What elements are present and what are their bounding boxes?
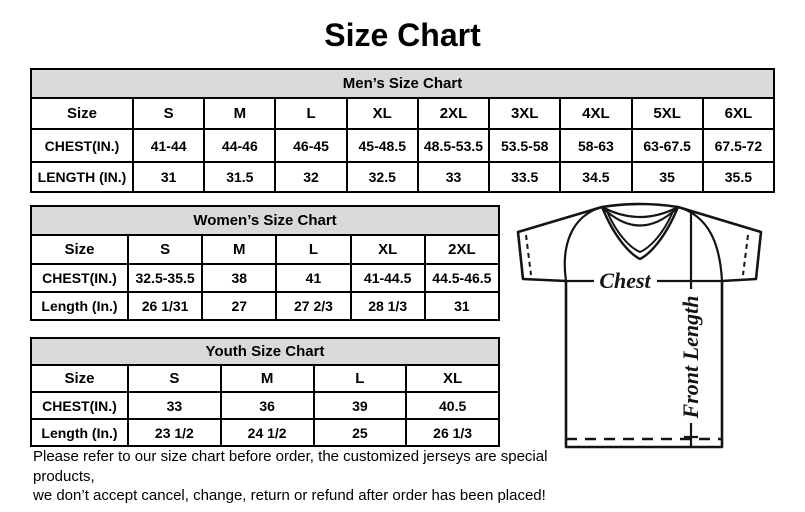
front-length-label: Front Length (678, 296, 703, 420)
size-cell: M (219, 364, 315, 393)
chest-cell: 44-46 (203, 128, 277, 163)
size-cell: M (201, 234, 278, 265)
chest-cell: 53.5-58 (488, 128, 562, 163)
table-row: Size S M L XL 2XL (30, 234, 501, 265)
page-title: Size Chart (324, 17, 481, 53)
size-cell: L (274, 97, 348, 130)
disclaimer: Please refer to our size chart before or… (33, 447, 573, 506)
size-row-label: Size (30, 364, 129, 393)
chest-cell: 39 (312, 391, 408, 420)
vneck-outer (600, 206, 680, 261)
length-cell: 32.5 (345, 161, 419, 193)
chest-row-label: CHEST(IN.) (30, 391, 129, 420)
tshirt-outline (516, 202, 763, 449)
table-header-row: Youth Size Chart (30, 337, 500, 366)
chest-cell: 63-67.5 (630, 128, 704, 163)
length-cell: 26 1/3 (405, 418, 500, 447)
length-cell: 33 (416, 161, 491, 193)
length-cell: 31 (131, 161, 206, 193)
table-row: Size S M L XL (30, 364, 500, 393)
length-cell: 35 (630, 161, 704, 193)
table-row: Size S M L XL 2XL 3XL 4XL 5XL 6XL (30, 97, 776, 130)
chest-cell: 67.5-72 (701, 128, 776, 163)
front-length-measure-line (684, 210, 698, 446)
table-header-row: Women’s Size Chart (30, 205, 500, 236)
right-sleeve-stitch (742, 234, 749, 276)
table-row: Length (In.) 26 1/31 27 27 2/3 28 1/3 31 (30, 291, 501, 321)
collar-band-arc (603, 208, 677, 227)
collar-back-arc (601, 206, 679, 219)
chest-cell: 33 (127, 391, 222, 420)
disclaimer-line-2: we don’t accept cancel, change, return o… (33, 487, 546, 504)
chest-cell: 41-44 (131, 128, 206, 163)
size-cell: L (275, 234, 352, 265)
table-row: LENGTH (IN.) 31 31.5 32 32.5 33 33.5 34.… (30, 161, 776, 193)
length-row-label: Length (In.) (30, 291, 129, 321)
length-cell: 31 (423, 291, 501, 321)
table-header-row: Men’s Size Chart (30, 68, 775, 99)
chest-row-label: CHEST(IN.) (30, 263, 129, 293)
size-cell: 2XL (416, 97, 491, 130)
youth-size-table: Youth Size Chart Size S M L XL CHEST(IN.… (30, 337, 500, 447)
chest-row-label: CHEST(IN.) (30, 128, 134, 163)
size-row-label: Size (30, 234, 129, 265)
length-cell: 25 (312, 418, 408, 447)
table-row: CHEST(IN.) 41-44 44-46 46-45 45-48.5 48.… (30, 128, 776, 163)
tshirt-diagram: Chest Front Length (516, 202, 763, 449)
size-cell: L (312, 364, 408, 393)
size-cell: 4XL (559, 97, 633, 130)
mens-size-table: Men’s Size Chart Size S M L XL 2XL 3XL 4… (30, 68, 776, 193)
length-cell: 35.5 (701, 161, 776, 193)
right-armhole-seam (677, 205, 724, 282)
chest-label: Chest (599, 268, 651, 293)
chest-cell: 44.5-46.5 (423, 263, 501, 293)
size-row-label: Size (30, 97, 134, 130)
left-armhole-seam (563, 205, 603, 282)
size-cell: 6XL (701, 97, 776, 130)
size-cell: 3XL (488, 97, 562, 130)
chest-cell: 36 (219, 391, 315, 420)
womens-table-title: Women’s Size Chart (30, 205, 500, 236)
vneck-inner (605, 208, 675, 253)
chest-cell: 46-45 (274, 128, 348, 163)
size-cell: S (127, 364, 222, 393)
table-row: CHEST(IN.) 32.5-35.5 38 41 41-44.5 44.5-… (30, 263, 501, 293)
chest-cell: 32.5-35.5 (126, 263, 204, 293)
chest-cell: 58-63 (559, 128, 633, 163)
length-cell: 32 (274, 161, 348, 193)
size-cell: XL (349, 234, 426, 265)
youth-table-title: Youth Size Chart (30, 337, 500, 366)
size-cell: XL (345, 97, 419, 130)
length-cell: 27 2/3 (275, 291, 352, 321)
length-cell: 23 1/2 (127, 418, 222, 447)
chest-cell: 40.5 (405, 391, 500, 420)
length-row-label: Length (In.) (30, 418, 129, 447)
length-cell: 34.5 (559, 161, 633, 193)
size-cell: S (126, 234, 204, 265)
length-cell: 31.5 (203, 161, 277, 193)
size-cell: XL (405, 364, 500, 393)
length-cell: 28 1/3 (349, 291, 426, 321)
table-row: Length (In.) 23 1/2 24 1/2 25 26 1/3 (30, 418, 500, 447)
mens-table-title: Men’s Size Chart (30, 68, 775, 99)
length-cell: 27 (201, 291, 278, 321)
table-row: CHEST(IN.) 33 36 39 40.5 (30, 391, 500, 420)
chest-cell: 48.5-53.5 (416, 128, 491, 163)
length-row-label: LENGTH (IN.) (30, 161, 134, 193)
chest-cell: 41-44.5 (349, 263, 426, 293)
left-sleeve-stitch (525, 234, 532, 276)
womens-size-table: Women’s Size Chart Size S M L XL 2XL CHE… (30, 205, 501, 321)
length-cell: 24 1/2 (219, 418, 315, 447)
disclaimer-line-1: Please refer to our size chart before or… (33, 448, 548, 485)
size-cell: S (131, 97, 206, 130)
size-cell: 2XL (423, 234, 501, 265)
chest-cell: 41 (275, 263, 352, 293)
length-cell: 33.5 (488, 161, 562, 193)
length-cell: 26 1/31 (126, 291, 204, 321)
size-cell: 5XL (630, 97, 704, 130)
chest-cell: 38 (201, 263, 278, 293)
size-cell: M (203, 97, 277, 130)
chest-cell: 45-48.5 (345, 128, 419, 163)
